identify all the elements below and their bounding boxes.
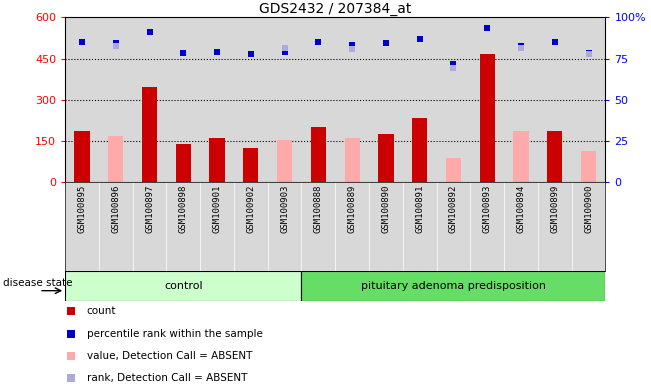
Text: count: count (87, 306, 117, 316)
Text: pituitary adenoma predisposition: pituitary adenoma predisposition (361, 281, 546, 291)
Bar (378, 134, 393, 182)
Text: GSM100893: GSM100893 (483, 185, 492, 233)
Bar (344, 138, 360, 182)
Bar (65, 271, 301, 301)
Text: percentile rank within the sample: percentile rank within the sample (87, 329, 262, 339)
Bar (277, 140, 292, 182)
Text: GSM100895: GSM100895 (77, 185, 87, 233)
Text: GSM100891: GSM100891 (415, 185, 424, 233)
Bar (176, 144, 191, 182)
Text: GSM100890: GSM100890 (381, 185, 391, 233)
Text: GSM100897: GSM100897 (145, 185, 154, 233)
Text: GSM100896: GSM100896 (111, 185, 120, 233)
Text: GSM100899: GSM100899 (550, 185, 559, 233)
Bar (480, 55, 495, 182)
Text: disease state: disease state (3, 278, 73, 288)
Text: GSM100894: GSM100894 (516, 185, 525, 233)
Bar (581, 151, 596, 182)
Text: control: control (164, 281, 202, 291)
Text: GSM100902: GSM100902 (246, 185, 255, 233)
Title: GDS2432 / 207384_at: GDS2432 / 207384_at (259, 2, 411, 16)
Text: GSM100888: GSM100888 (314, 185, 323, 233)
Bar (412, 118, 427, 182)
Text: GSM100889: GSM100889 (348, 185, 357, 233)
Bar (446, 158, 461, 182)
Bar (514, 131, 529, 182)
Bar (243, 148, 258, 182)
Bar (210, 138, 225, 182)
Text: rank, Detection Call = ABSENT: rank, Detection Call = ABSENT (87, 373, 247, 383)
Text: GSM100892: GSM100892 (449, 185, 458, 233)
Bar (74, 131, 90, 182)
Text: GSM100900: GSM100900 (584, 185, 593, 233)
Text: value, Detection Call = ABSENT: value, Detection Call = ABSENT (87, 351, 252, 361)
Bar (142, 88, 157, 182)
Text: GSM100898: GSM100898 (179, 185, 187, 233)
Bar (301, 271, 605, 301)
Bar (547, 131, 562, 182)
Bar (108, 136, 123, 182)
Bar (311, 127, 326, 182)
Text: GSM100901: GSM100901 (213, 185, 221, 233)
Text: GSM100903: GSM100903 (280, 185, 289, 233)
